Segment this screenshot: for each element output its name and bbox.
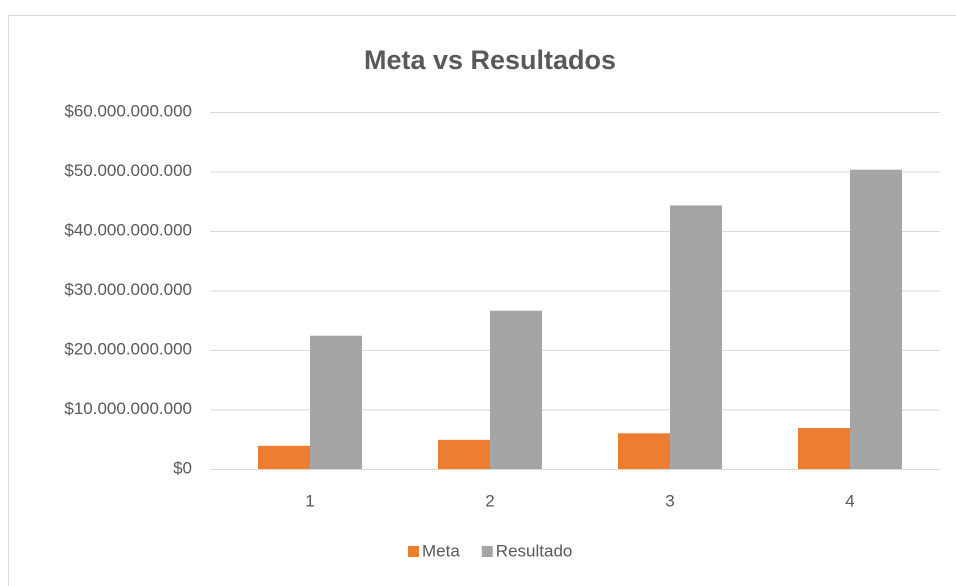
bar (798, 427, 850, 469)
bar (618, 433, 670, 469)
y-tick-label: $10.000.000.000 (64, 399, 192, 418)
y-tick-label: $20.000.000.000 (64, 339, 192, 358)
bar (850, 169, 902, 469)
x-tick-label: 3 (665, 491, 674, 510)
bar (310, 335, 362, 469)
chart-border (8, 15, 956, 586)
chart-title: Meta vs Resultados (364, 45, 616, 75)
y-tick-label: $40.000.000.000 (64, 220, 192, 239)
legend-swatch (408, 546, 419, 557)
x-tick-label: 4 (845, 491, 854, 510)
legend-swatch (481, 546, 493, 557)
x-tick-label: 1 (305, 491, 314, 510)
legend-label: Meta (422, 541, 460, 560)
bar (670, 205, 722, 470)
legend-label: Resultado (496, 541, 573, 560)
bar (490, 310, 542, 469)
y-tick-label: $30.000.000.000 (64, 280, 192, 299)
y-tick-label: $0 (173, 458, 192, 477)
x-tick-label: 2 (485, 491, 494, 510)
bar (438, 439, 490, 469)
y-tick-label: $60.000.000.000 (64, 101, 192, 120)
y-tick-label: $50.000.000.000 (64, 161, 192, 180)
bar (258, 445, 310, 469)
